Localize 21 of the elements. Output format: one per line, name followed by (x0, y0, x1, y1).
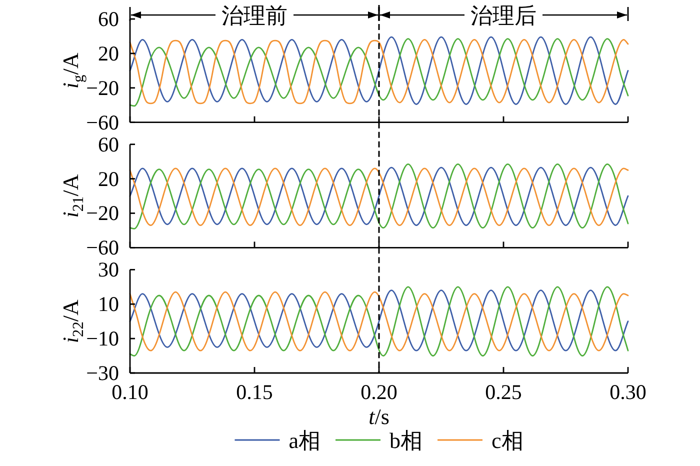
y-tick-label: 10 (98, 292, 119, 316)
x-tick-label: 0.30 (610, 380, 646, 404)
y-tick-label: 20 (98, 166, 119, 191)
x-axis-title: t/s (368, 404, 390, 428)
y-tick-label: 60 (98, 132, 119, 156)
x-tick-label: 0.20 (360, 380, 398, 404)
y-tick-label: 30 (98, 258, 119, 282)
y-tick-label: −20 (86, 76, 119, 100)
x-tick-label: 0.25 (485, 380, 522, 404)
x-tick-label: 0.15 (236, 380, 273, 404)
legend-label: a相 (288, 428, 320, 452)
y-tick-label: −10 (86, 326, 119, 351)
y-tick-label: −60 (86, 236, 119, 260)
y-tick-label: 20 (98, 41, 119, 66)
y-tick-label: −60 (86, 110, 119, 134)
y-tick-label: 60 (98, 7, 119, 31)
annotation: 治理后 (470, 2, 536, 28)
y-tick-label: −20 (86, 201, 119, 226)
legend-label: c相 (492, 428, 524, 452)
annotation: 治理前 (222, 2, 288, 28)
legend-label: b相 (390, 428, 422, 452)
